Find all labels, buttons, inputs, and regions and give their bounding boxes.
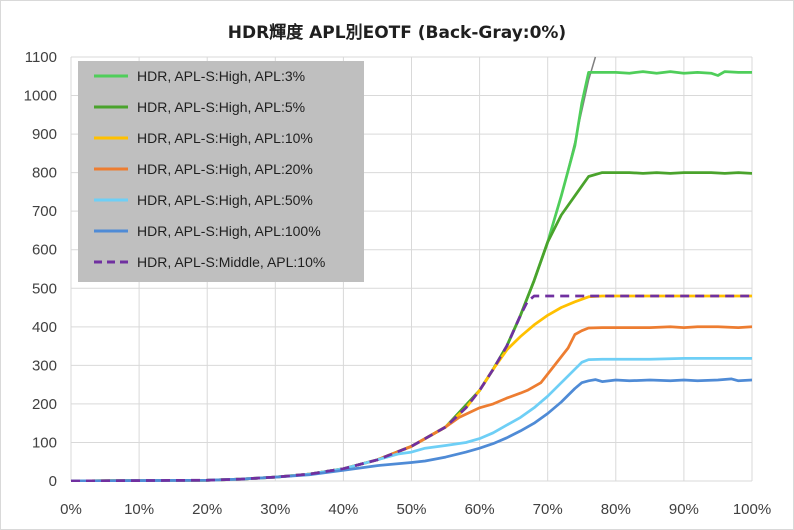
x-tick-label: 40% <box>328 501 358 518</box>
x-tick-label: 90% <box>669 501 699 518</box>
legend: HDR, APL-S:High, APL:3% HDR, APL-S:High, … <box>78 61 364 282</box>
y-tick-label: 200 <box>32 396 57 413</box>
y-axis-tick-labels: 0 100 200 300 400 500 600 700 800 900 1000 1100 <box>24 49 57 490</box>
x-tick-label: 30% <box>260 501 290 518</box>
series-lines <box>71 56 752 482</box>
x-tick-label: 0% <box>60 501 82 518</box>
legend-label: HDR, APL-S:High, APL:5% <box>137 99 305 115</box>
y-tick-label: 1100 <box>25 49 57 66</box>
legend-label: HDR, APL-S:High, APL:100% <box>137 223 321 239</box>
y-tick-label: 800 <box>32 165 57 182</box>
y-tick-label: 900 <box>32 126 57 143</box>
x-axis-tick-labels: 0% 10% 20% 30% 40% 50% 60% 70% 80% 90% 100% <box>60 501 771 518</box>
x-tick-label: 70% <box>533 501 563 518</box>
y-tick-label: 300 <box>32 357 57 374</box>
legend-label: HDR, APL-S:High, APL:50% <box>137 192 313 208</box>
series-line-6 <box>71 377 752 482</box>
gridlines <box>70 56 753 482</box>
y-tick-label: 700 <box>32 203 57 220</box>
legend-label: HDR, APL-S:High, APL:3% <box>137 68 305 84</box>
x-tick-label: 80% <box>601 501 631 518</box>
y-tick-label: 500 <box>32 280 57 297</box>
x-tick-label: 50% <box>396 501 426 518</box>
chart-title: HDR輝度 APL別EOTF (Back-Gray:0%) <box>227 23 567 43</box>
x-tick-label: 10% <box>124 501 154 518</box>
y-tick-label: 1000 <box>24 88 57 105</box>
legend-label: HDR, APL-S:High, APL:20% <box>137 161 313 177</box>
legend-label: HDR, APL-S:Middle, APL:10% <box>137 254 325 270</box>
x-tick-label: 60% <box>465 501 495 518</box>
legend-label: HDR, APL-S:High, APL:10% <box>137 130 313 146</box>
y-tick-label: 400 <box>32 319 57 336</box>
x-tick-label: 100% <box>733 501 771 518</box>
series-line-7 <box>71 294 752 482</box>
x-tick-label: 20% <box>192 501 222 518</box>
legend-box <box>78 61 364 282</box>
y-tick-label: 0 <box>49 473 57 490</box>
y-tick-label: 100 <box>32 434 57 451</box>
y-tick-label: 600 <box>32 242 57 259</box>
